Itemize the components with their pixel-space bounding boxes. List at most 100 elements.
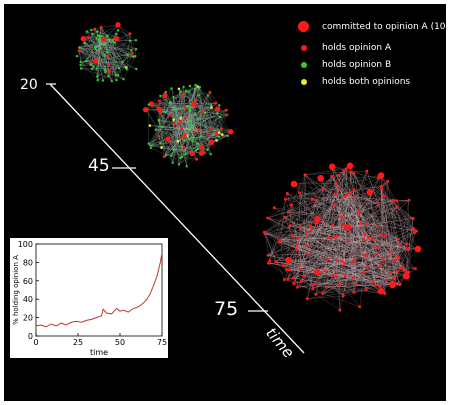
node-opinion-a	[305, 297, 309, 301]
y-tick-label: 100	[18, 240, 33, 249]
node-opinion-b	[194, 83, 197, 87]
node-opinion-a	[398, 283, 401, 286]
node-committed-a	[199, 144, 205, 151]
node-opinion-a	[281, 264, 285, 268]
node-committed-a	[389, 281, 396, 289]
node-opinion-a	[330, 174, 334, 178]
node-opinion-b	[89, 63, 93, 66]
node-committed-a	[366, 188, 374, 196]
node-opinion-a	[182, 145, 185, 149]
node-opinion-b	[96, 75, 99, 78]
node-opinion-a	[395, 205, 399, 209]
node-opinion-a	[285, 192, 289, 195]
node-opinion-b	[135, 67, 138, 71]
node-opinion-a	[352, 256, 356, 260]
node-committed-a	[314, 268, 321, 276]
time-tick-label-75: 75	[214, 298, 239, 320]
node-committed-a	[189, 150, 195, 157]
node-opinion-a	[383, 234, 387, 238]
y-tick-label: 0	[28, 332, 33, 341]
node-opinion-b	[187, 123, 191, 127]
node-opinion-b	[162, 110, 165, 113]
node-opinion-b	[98, 34, 101, 38]
node-opinion-b	[79, 63, 82, 67]
node-opinion-a	[303, 173, 307, 177]
node-opinion-a	[169, 113, 173, 117]
node-opinion-a	[351, 276, 355, 280]
node-opinion-a	[331, 223, 335, 227]
node-both-opinions	[160, 146, 163, 149]
node-opinion-b	[218, 104, 221, 107]
node-opinion-a	[159, 111, 162, 115]
node-opinion-a	[106, 54, 110, 58]
node-opinion-a	[326, 236, 330, 240]
node-opinion-a	[381, 258, 385, 261]
node-opinion-b	[177, 163, 181, 166]
node-opinion-a	[296, 237, 300, 240]
node-committed-a	[165, 136, 171, 142]
node-opinion-b	[180, 145, 183, 149]
node-opinion-a	[283, 215, 287, 219]
node-committed-a	[148, 101, 155, 107]
node-opinion-a	[352, 260, 356, 264]
node-opinion-a	[405, 242, 409, 246]
node-opinion-a	[93, 27, 97, 31]
node-opinion-a	[335, 258, 339, 262]
node-opinion-a	[208, 90, 212, 94]
node-opinion-a	[343, 274, 347, 278]
node-opinion-a	[358, 305, 362, 309]
node-committed-a	[403, 273, 410, 280]
node-opinion-a	[311, 287, 315, 291]
node-opinion-a	[272, 206, 276, 210]
node-opinion-b	[218, 129, 221, 133]
node-opinion-b	[159, 142, 162, 145]
node-opinion-a	[362, 237, 366, 241]
node-opinion-a	[335, 234, 339, 238]
node-opinion-a	[398, 243, 402, 247]
node-opinion-a	[107, 63, 111, 67]
node-opinion-b	[91, 32, 94, 36]
node-opinion-a	[333, 204, 337, 208]
node-opinion-a	[274, 260, 278, 264]
node-opinion-a	[268, 259, 272, 263]
node-committed-a	[101, 36, 107, 43]
node-opinion-b	[149, 146, 152, 150]
node-opinion-a	[396, 237, 400, 241]
node-committed-a	[314, 216, 321, 223]
node-opinion-b	[110, 79, 114, 83]
node-opinion-a	[287, 268, 291, 272]
node-opinion-b	[115, 78, 118, 82]
node-opinion-a	[338, 283, 341, 287]
node-opinion-b	[96, 79, 100, 82]
node-opinion-a	[364, 254, 367, 257]
node-opinion-a	[388, 271, 392, 274]
node-opinion-a	[298, 191, 301, 195]
node-opinion-a	[291, 233, 295, 237]
node-opinion-a	[379, 264, 382, 268]
node-opinion-a	[295, 243, 299, 247]
node-opinion-a	[340, 215, 344, 219]
node-opinion-a	[383, 292, 387, 296]
node-opinion-b	[196, 142, 199, 145]
legend-marker-holds-b	[301, 62, 307, 68]
y-axis-label: % holding opinion A	[12, 255, 20, 325]
node-opinion-a	[365, 265, 369, 269]
node-opinion-b	[169, 154, 173, 157]
node-opinion-a	[266, 216, 270, 220]
node-opinion-b	[171, 161, 174, 164]
y-tick-label: 80	[23, 258, 33, 267]
node-opinion-a	[398, 266, 402, 270]
legend-marker-holds-a	[301, 45, 307, 51]
node-committed-a	[162, 92, 168, 99]
node-opinion-a	[326, 258, 330, 261]
node-committed-a	[228, 129, 234, 135]
node-opinion-a	[179, 119, 183, 123]
node-opinion-b	[172, 108, 175, 111]
y-tick-label: 20	[23, 314, 33, 323]
node-committed-a	[215, 106, 221, 112]
node-opinion-b	[103, 68, 107, 71]
node-opinion-b	[157, 118, 160, 122]
node-opinion-a	[412, 231, 416, 235]
node-opinion-b	[194, 149, 198, 152]
node-opinion-a	[380, 187, 384, 191]
